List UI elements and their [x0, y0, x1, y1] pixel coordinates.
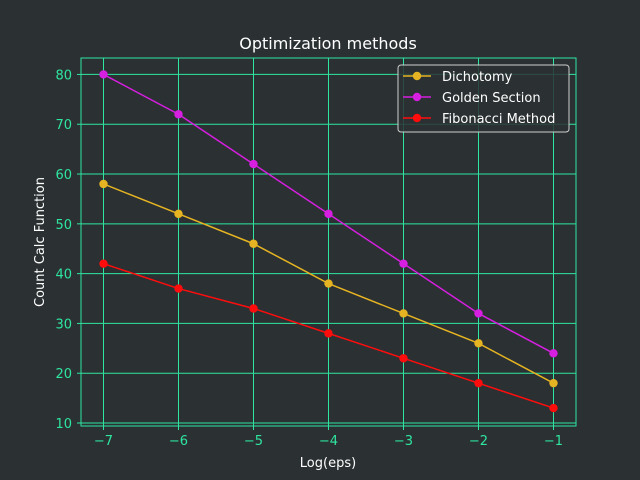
data-point: [99, 70, 108, 79]
series-fibonacci-method: [99, 259, 558, 413]
legend-entry: Dichotomy: [403, 70, 513, 85]
grid: [81, 58, 576, 426]
legend-marker: [412, 92, 422, 102]
data-point: [174, 284, 183, 293]
legend-marker: [412, 71, 422, 81]
data-point: [474, 378, 483, 388]
data-point: [174, 110, 183, 119]
x-tick-label: −7: [94, 434, 113, 449]
y-tick-label: 50: [55, 218, 72, 233]
x-tick-label: −5: [244, 434, 263, 449]
data-point: [549, 378, 558, 388]
x-tick-label: −3: [394, 434, 413, 449]
data-point: [474, 339, 483, 348]
x-axis-label: Log(eps): [300, 456, 356, 471]
data-point: [324, 279, 333, 288]
x-tick-label: −1: [544, 434, 563, 449]
x-tick-label: −4: [319, 434, 338, 449]
data-point: [549, 349, 558, 358]
data-point: [249, 159, 258, 169]
legend-label: Golden Section: [442, 91, 541, 106]
x-tick-label: −2: [469, 434, 488, 449]
legend-box: [397, 64, 570, 133]
data-point: [249, 304, 258, 313]
y-tick-label: 60: [55, 168, 72, 183]
data-point: [99, 179, 108, 189]
data-point: [324, 329, 333, 338]
y-tick-label: 20: [55, 367, 72, 382]
y-tick-label: 80: [55, 68, 72, 83]
legend-label: Dichotomy: [442, 70, 513, 85]
data-point: [324, 209, 333, 219]
series-dichotomy: [99, 179, 558, 388]
ticks: −7 −6 −5 −4 −3 −2 −1 10 20 30 40 50 60 70 80: [55, 68, 563, 449]
data-point: [99, 259, 108, 268]
chart-title: Optimization methods: [239, 34, 417, 53]
y-tick-label: 40: [55, 268, 72, 283]
y-tick-label: 10: [55, 417, 72, 432]
data-point: [399, 259, 408, 268]
data-point: [249, 239, 258, 248]
x-tick-label: −6: [169, 434, 188, 449]
y-axis-label: Count Calc Function: [33, 177, 48, 307]
series: [99, 70, 558, 413]
legend-marker: [412, 113, 422, 123]
legend-entry: Fibonacci Method: [403, 112, 555, 127]
legend: Dichotomy Golden Section Fibonacci Method: [397, 64, 570, 133]
legend-entry: Golden Section: [403, 91, 541, 106]
y-tick-label: 70: [55, 118, 72, 133]
y-tick-label: 30: [55, 317, 72, 332]
data-point: [399, 309, 408, 318]
data-point: [174, 209, 183, 219]
data-point: [474, 309, 483, 318]
data-point: [549, 403, 558, 413]
series-golden-section: [99, 70, 558, 358]
legend-label: Fibonacci Method: [442, 112, 555, 127]
data-point: [399, 354, 408, 363]
